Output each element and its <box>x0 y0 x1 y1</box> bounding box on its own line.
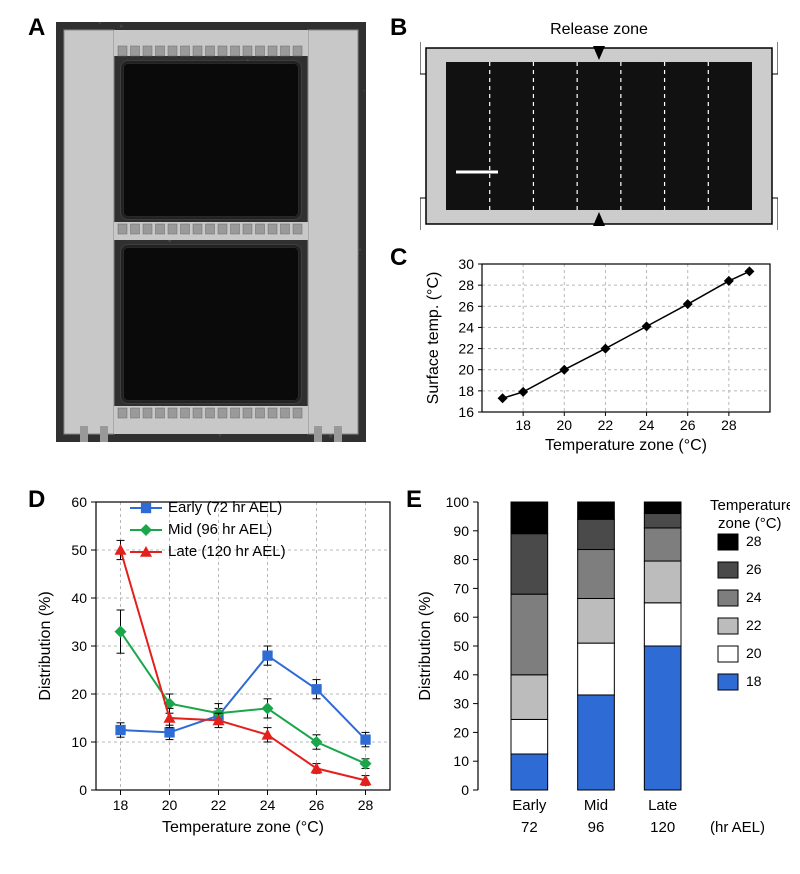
panel-b: Release zone <box>420 20 778 240</box>
bar-seg <box>644 561 681 603</box>
legend-item: 24 <box>746 589 762 605</box>
svg-text:26: 26 <box>680 417 696 433</box>
svg-text:20: 20 <box>71 686 87 702</box>
e-xlabel-suffix: (hr AEL) <box>710 819 765 836</box>
svg-text:28: 28 <box>458 277 474 293</box>
svg-text:90: 90 <box>453 523 469 539</box>
bar-seg <box>578 550 615 599</box>
svg-text:0: 0 <box>79 782 87 798</box>
bar-seg <box>511 594 548 675</box>
bar-seg <box>644 646 681 790</box>
svg-text:100: 100 <box>446 494 470 510</box>
bar-seg <box>644 528 681 561</box>
panel-a <box>56 22 366 442</box>
legend-item: 18 <box>746 673 762 689</box>
legend-sub: zone (°C) <box>718 515 782 532</box>
svg-text:10: 10 <box>453 753 469 769</box>
svg-text:18: 18 <box>458 383 474 399</box>
svg-text:20: 20 <box>162 797 178 813</box>
c-xlabel: Temperature zone (°C) <box>545 437 707 454</box>
e-xlabel-top: Late <box>648 797 677 814</box>
svg-text:20: 20 <box>556 417 572 433</box>
bar-seg <box>578 502 615 519</box>
svg-text:24: 24 <box>639 417 655 433</box>
bar-seg <box>578 695 615 790</box>
panel-e: 0 10 20 30 40 50 60 70 80 90 100 Distribution (%) Ea… <box>410 490 790 860</box>
bar-seg <box>511 502 548 534</box>
legend-item: 28 <box>746 533 762 549</box>
svg-text:28: 28 <box>358 797 374 813</box>
bar-seg <box>511 719 548 754</box>
svg-text:18: 18 <box>113 797 129 813</box>
legend-item: 22 <box>746 617 762 633</box>
svg-text:22: 22 <box>211 797 227 813</box>
bar-seg <box>644 502 681 514</box>
svg-text:30: 30 <box>453 696 469 712</box>
panel-a-svg <box>56 22 366 442</box>
panel-b-svg: Release zone <box>420 20 778 240</box>
panel-a-label: A <box>28 14 45 42</box>
panel-d: 0 10 20 30 40 50 60 18 20 22 24 26 28 Temperature zon… <box>30 490 400 850</box>
svg-text:30: 30 <box>71 638 87 654</box>
e-xlabel-bot: 96 <box>588 819 605 836</box>
bar-seg <box>644 603 681 646</box>
legend-item: 20 <box>746 645 762 661</box>
svg-text:60: 60 <box>453 609 469 625</box>
svg-text:40: 40 <box>453 667 469 683</box>
svg-text:22: 22 <box>458 341 474 357</box>
svg-text:50: 50 <box>453 638 469 654</box>
panel-e-svg: 0 10 20 30 40 50 60 70 80 90 100 Distribution (%) Ea… <box>410 490 790 860</box>
svg-text:16: 16 <box>458 404 474 420</box>
svg-text:30: 30 <box>458 256 474 272</box>
svg-text:10: 10 <box>71 734 87 750</box>
panel-c: 16 18 20 22 24 26 28 30 18 20 22 24 26 28 Temperature … <box>420 254 780 454</box>
legend-item: Late (120 hr AEL) <box>168 543 286 560</box>
panel-b-label: B <box>390 14 407 42</box>
bar-seg <box>578 519 615 549</box>
svg-text:60: 60 <box>71 494 87 510</box>
svg-text:22: 22 <box>598 417 614 433</box>
bar-seg <box>511 754 548 790</box>
legend-item: Early (72 hr AEL) <box>168 499 282 516</box>
svg-text:70: 70 <box>453 580 469 596</box>
legend-item: Mid (96 hr AEL) <box>168 521 272 538</box>
svg-text:26: 26 <box>458 298 474 314</box>
svg-text:24: 24 <box>260 797 276 813</box>
e-ylabel: Distribution (%) <box>417 591 434 700</box>
bar-seg <box>511 675 548 720</box>
e-xlabel-bot: 72 <box>521 819 538 836</box>
d-xlabel: Temperature zone (°C) <box>162 819 324 836</box>
svg-text:80: 80 <box>453 552 469 568</box>
e-xlabel-bot: 120 <box>650 819 675 836</box>
panel-c-svg: 16 18 20 22 24 26 28 30 18 20 22 24 26 28 Temperature … <box>420 254 780 454</box>
e-xlabel-top: Early <box>512 797 547 814</box>
d-ylabel: Distribution (%) <box>37 591 54 700</box>
svg-text:50: 50 <box>71 542 87 558</box>
panel-c-label: C <box>390 244 407 272</box>
bar-seg <box>578 598 615 643</box>
e-xlabel-top: Mid <box>584 797 608 814</box>
svg-text:18: 18 <box>515 417 531 433</box>
c-ylabel: Surface temp. (°C) <box>425 272 442 405</box>
svg-text:0: 0 <box>461 782 469 798</box>
svg-text:40: 40 <box>71 590 87 606</box>
svg-text:20: 20 <box>453 724 469 740</box>
bar-seg <box>644 514 681 528</box>
svg-text:24: 24 <box>458 319 474 335</box>
bar-seg <box>578 643 615 695</box>
svg-text:20: 20 <box>458 362 474 378</box>
panel-d-svg: 0 10 20 30 40 50 60 18 20 22 24 26 28 Temperature zon… <box>30 490 400 850</box>
legend-title: Temperature <box>710 497 790 514</box>
release-zone-label: Release zone <box>550 21 648 38</box>
bar-seg <box>511 534 548 594</box>
legend-item: 26 <box>746 561 762 577</box>
svg-text:26: 26 <box>309 797 325 813</box>
svg-text:28: 28 <box>721 417 737 433</box>
